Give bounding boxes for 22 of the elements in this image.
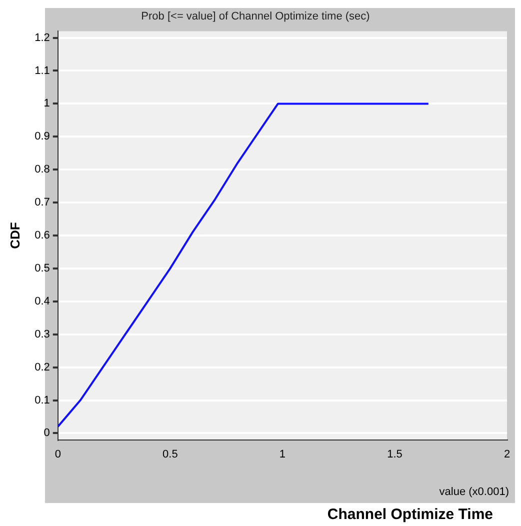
y-tick-label: 1.1 bbox=[34, 64, 50, 77]
chart-title: Prob [<= value] of Channel Optimize time (sec) bbox=[141, 10, 370, 23]
y-tick-label: 0.1 bbox=[34, 394, 50, 406]
y-tick-label: 0.6 bbox=[34, 230, 50, 242]
x-tick-label: 1.5 bbox=[387, 448, 402, 460]
y-tick-label: 0.5 bbox=[34, 262, 50, 274]
x-tick-label: 2 bbox=[504, 448, 510, 460]
x-tick-label: 1 bbox=[279, 448, 286, 460]
y-tick-label: 1 bbox=[44, 98, 50, 110]
y-tick-label: 1.2 bbox=[34, 32, 50, 44]
text: value (x0.001) bbox=[439, 486, 509, 498]
x-tick-label: 0.5 bbox=[162, 448, 178, 460]
x-tick-label: 0 bbox=[54, 448, 61, 460]
y-tick-label: 0 bbox=[44, 427, 50, 440]
y-tick-label: 0.9 bbox=[34, 130, 50, 143]
y-axis-title: CDF bbox=[7, 222, 22, 249]
y-tick-label: 0.3 bbox=[34, 328, 50, 340]
y-tick-label: 0.2 bbox=[34, 361, 50, 374]
y-tick-label: 0.4 bbox=[34, 295, 50, 308]
x-axis-title: Channel Optimize Time bbox=[327, 506, 493, 523]
y-tick-label: 0.8 bbox=[34, 164, 50, 176]
y-tick-label: 0.7 bbox=[34, 196, 50, 209]
